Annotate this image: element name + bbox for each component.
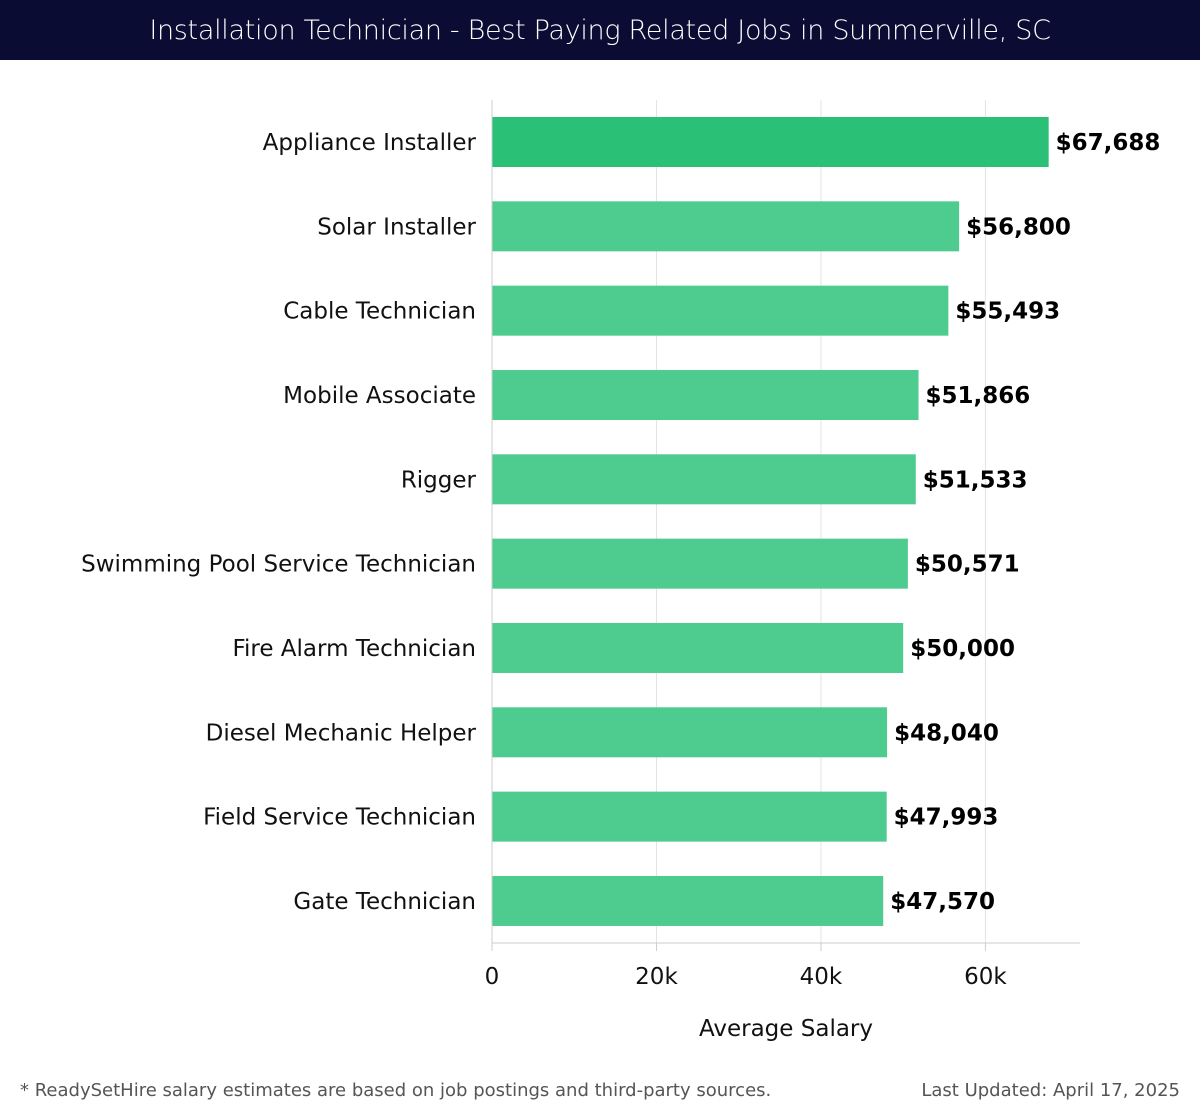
bar xyxy=(492,201,960,252)
bar xyxy=(492,791,887,842)
chart-title: Installation Technician - Best Paying Re… xyxy=(149,14,1051,46)
x-tick-label: 0 xyxy=(485,964,500,990)
data-label: $55,493 xyxy=(955,299,1060,325)
bar xyxy=(492,538,908,589)
bar xyxy=(492,875,884,926)
bar xyxy=(492,285,949,336)
x-tick-label: 20k xyxy=(635,964,678,990)
data-label: $51,866 xyxy=(926,383,1031,409)
data-label: $67,688 xyxy=(1056,130,1161,156)
category-label: Cable Technician xyxy=(283,299,476,325)
x-tick-label: 40k xyxy=(800,964,843,990)
last-updated: Last Updated: April 17, 2025 xyxy=(921,1080,1180,1101)
bar xyxy=(492,622,904,673)
data-label: $47,993 xyxy=(894,805,999,831)
category-label: Appliance Installer xyxy=(263,130,477,156)
bar xyxy=(492,117,1049,167)
data-label: $56,800 xyxy=(966,214,1071,240)
x-tick-label: 60k xyxy=(964,964,1007,990)
data-label: $47,570 xyxy=(890,889,995,915)
category-label: Diesel Mechanic Helper xyxy=(206,720,477,746)
bar xyxy=(492,454,916,505)
category-label: Rigger xyxy=(401,467,477,493)
category-label: Field Service Technician xyxy=(203,805,476,831)
data-label: $50,571 xyxy=(915,552,1020,578)
data-label: $50,000 xyxy=(910,636,1015,662)
salary-bar-chart: Appliance Installer $67,688 Solar Installe… xyxy=(81,100,1161,1042)
x-axis-label: Average Salary xyxy=(699,1016,873,1042)
bar xyxy=(492,707,888,758)
bar xyxy=(492,369,919,420)
category-label: Fire Alarm Technician xyxy=(232,636,476,662)
title-bar: Installation Technician - Best Paying Re… xyxy=(0,0,1200,60)
data-label: $51,533 xyxy=(923,467,1028,493)
footer-note: * ReadySetHire salary estimates are base… xyxy=(20,1080,772,1101)
category-label: Gate Technician xyxy=(293,889,476,915)
category-label: Mobile Associate xyxy=(283,383,476,409)
category-label: Swimming Pool Service Technician xyxy=(81,552,476,578)
category-label: Solar Installer xyxy=(317,214,476,240)
data-label: $48,040 xyxy=(894,720,999,746)
